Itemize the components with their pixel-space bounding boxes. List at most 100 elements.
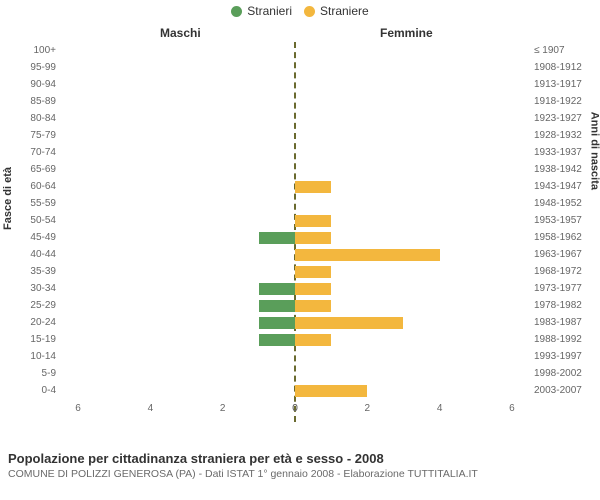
birth-year-label: 1978-1982 — [534, 297, 590, 314]
chart-area: Maschi Femmine 64200246 100+≤ 190795-991… — [60, 24, 530, 444]
age-label: 55-59 — [16, 195, 56, 212]
legend: Stranieri Straniere — [0, 4, 600, 20]
age-label: 100+ — [16, 42, 56, 59]
footer-title: Popolazione per cittadinanza straniera p… — [8, 451, 592, 466]
footer-subtitle: COMUNE DI POLIZZI GENEROSA (PA) - Dati I… — [8, 468, 592, 480]
legend-swatch — [304, 6, 315, 17]
age-row: 65-691938-1942 — [60, 161, 530, 178]
birth-year-label: 1938-1942 — [534, 161, 590, 178]
age-label: 95-99 — [16, 59, 56, 76]
birth-year-label: 1983-1987 — [534, 314, 590, 331]
age-label: 60-64 — [16, 178, 56, 195]
male-bar — [259, 317, 295, 329]
age-label: 0-4 — [16, 382, 56, 399]
age-row: 30-341973-1977 — [60, 280, 530, 297]
birth-year-label: 1923-1927 — [534, 110, 590, 127]
age-label: 90-94 — [16, 76, 56, 93]
x-tick: 2 — [365, 403, 371, 414]
female-bar — [295, 232, 331, 244]
age-row: 0-42003-2007 — [60, 382, 530, 399]
male-bar — [259, 334, 295, 346]
age-label: 10-14 — [16, 348, 56, 365]
birth-year-label: 1953-1957 — [534, 212, 590, 229]
age-label: 40-44 — [16, 246, 56, 263]
male-bar — [259, 300, 295, 312]
age-row: 85-891918-1922 — [60, 93, 530, 110]
age-label: 45-49 — [16, 229, 56, 246]
birth-year-label: 1918-1922 — [534, 93, 590, 110]
birth-year-label: 1933-1937 — [534, 144, 590, 161]
age-row: 90-941913-1917 — [60, 76, 530, 93]
x-tick: 4 — [148, 403, 154, 414]
age-row: 5-91998-2002 — [60, 365, 530, 382]
footer: Popolazione per cittadinanza straniera p… — [8, 451, 592, 480]
age-row: 45-491958-1962 — [60, 229, 530, 246]
age-row: 80-841923-1927 — [60, 110, 530, 127]
female-bar — [295, 266, 331, 278]
age-row: 60-641943-1947 — [60, 178, 530, 195]
age-label: 30-34 — [16, 280, 56, 297]
age-label: 85-89 — [16, 93, 56, 110]
birth-year-label: 1973-1977 — [534, 280, 590, 297]
age-row: 55-591948-1952 — [60, 195, 530, 212]
female-bar — [295, 300, 331, 312]
birth-year-label: 1988-1992 — [534, 331, 590, 348]
plot: 64200246 100+≤ 190795-991908-191290-9419… — [60, 42, 530, 422]
female-bar — [295, 385, 367, 397]
x-tick: 6 — [509, 403, 515, 414]
female-bar — [295, 334, 331, 346]
age-row: 100+≤ 1907 — [60, 42, 530, 59]
age-label: 5-9 — [16, 365, 56, 382]
age-label: 80-84 — [16, 110, 56, 127]
age-row: 15-191988-1992 — [60, 331, 530, 348]
birth-year-label: 1948-1952 — [534, 195, 590, 212]
female-bar — [295, 181, 331, 193]
legend-item: Straniere — [304, 4, 369, 18]
birth-year-label: 1993-1997 — [534, 348, 590, 365]
age-label: 65-69 — [16, 161, 56, 178]
x-tick: 6 — [75, 403, 81, 414]
x-tick: 2 — [220, 403, 226, 414]
legend-item: Stranieri — [231, 4, 292, 18]
age-label: 35-39 — [16, 263, 56, 280]
x-tick: 0 — [292, 403, 298, 414]
birth-year-label: 1908-1912 — [534, 59, 590, 76]
birth-year-label: ≤ 1907 — [534, 42, 590, 59]
age-label: 70-74 — [16, 144, 56, 161]
female-bar — [295, 215, 331, 227]
birth-year-label: 1913-1917 — [534, 76, 590, 93]
female-bar — [295, 317, 403, 329]
legend-label: Stranieri — [247, 4, 292, 18]
column-header-left: Maschi — [160, 26, 201, 40]
female-bar — [295, 249, 440, 261]
birth-year-label: 1928-1932 — [534, 127, 590, 144]
birth-year-label: 2003-2007 — [534, 382, 590, 399]
birth-year-label: 1998-2002 — [534, 365, 590, 382]
age-row: 75-791928-1932 — [60, 127, 530, 144]
age-label: 75-79 — [16, 127, 56, 144]
age-row: 35-391968-1972 — [60, 263, 530, 280]
legend-label: Straniere — [320, 4, 369, 18]
age-row: 95-991908-1912 — [60, 59, 530, 76]
legend-swatch — [231, 6, 242, 17]
column-header-right: Femmine — [380, 26, 433, 40]
birth-year-label: 1968-1972 — [534, 263, 590, 280]
birth-year-label: 1943-1947 — [534, 178, 590, 195]
age-row: 40-441963-1967 — [60, 246, 530, 263]
age-label: 50-54 — [16, 212, 56, 229]
age-label: 15-19 — [16, 331, 56, 348]
male-bar — [259, 232, 295, 244]
age-row: 20-241983-1987 — [60, 314, 530, 331]
y-axis-title-right: Anni di nascita — [588, 112, 600, 190]
age-label: 20-24 — [16, 314, 56, 331]
age-row: 50-541953-1957 — [60, 212, 530, 229]
x-tick: 4 — [437, 403, 443, 414]
y-axis-title-left: Fasce di età — [2, 167, 14, 230]
male-bar — [259, 283, 295, 295]
age-row: 25-291978-1982 — [60, 297, 530, 314]
x-axis: 64200246 — [60, 399, 530, 419]
female-bar — [295, 283, 331, 295]
age-label: 25-29 — [16, 297, 56, 314]
age-row: 10-141993-1997 — [60, 348, 530, 365]
birth-year-label: 1958-1962 — [534, 229, 590, 246]
